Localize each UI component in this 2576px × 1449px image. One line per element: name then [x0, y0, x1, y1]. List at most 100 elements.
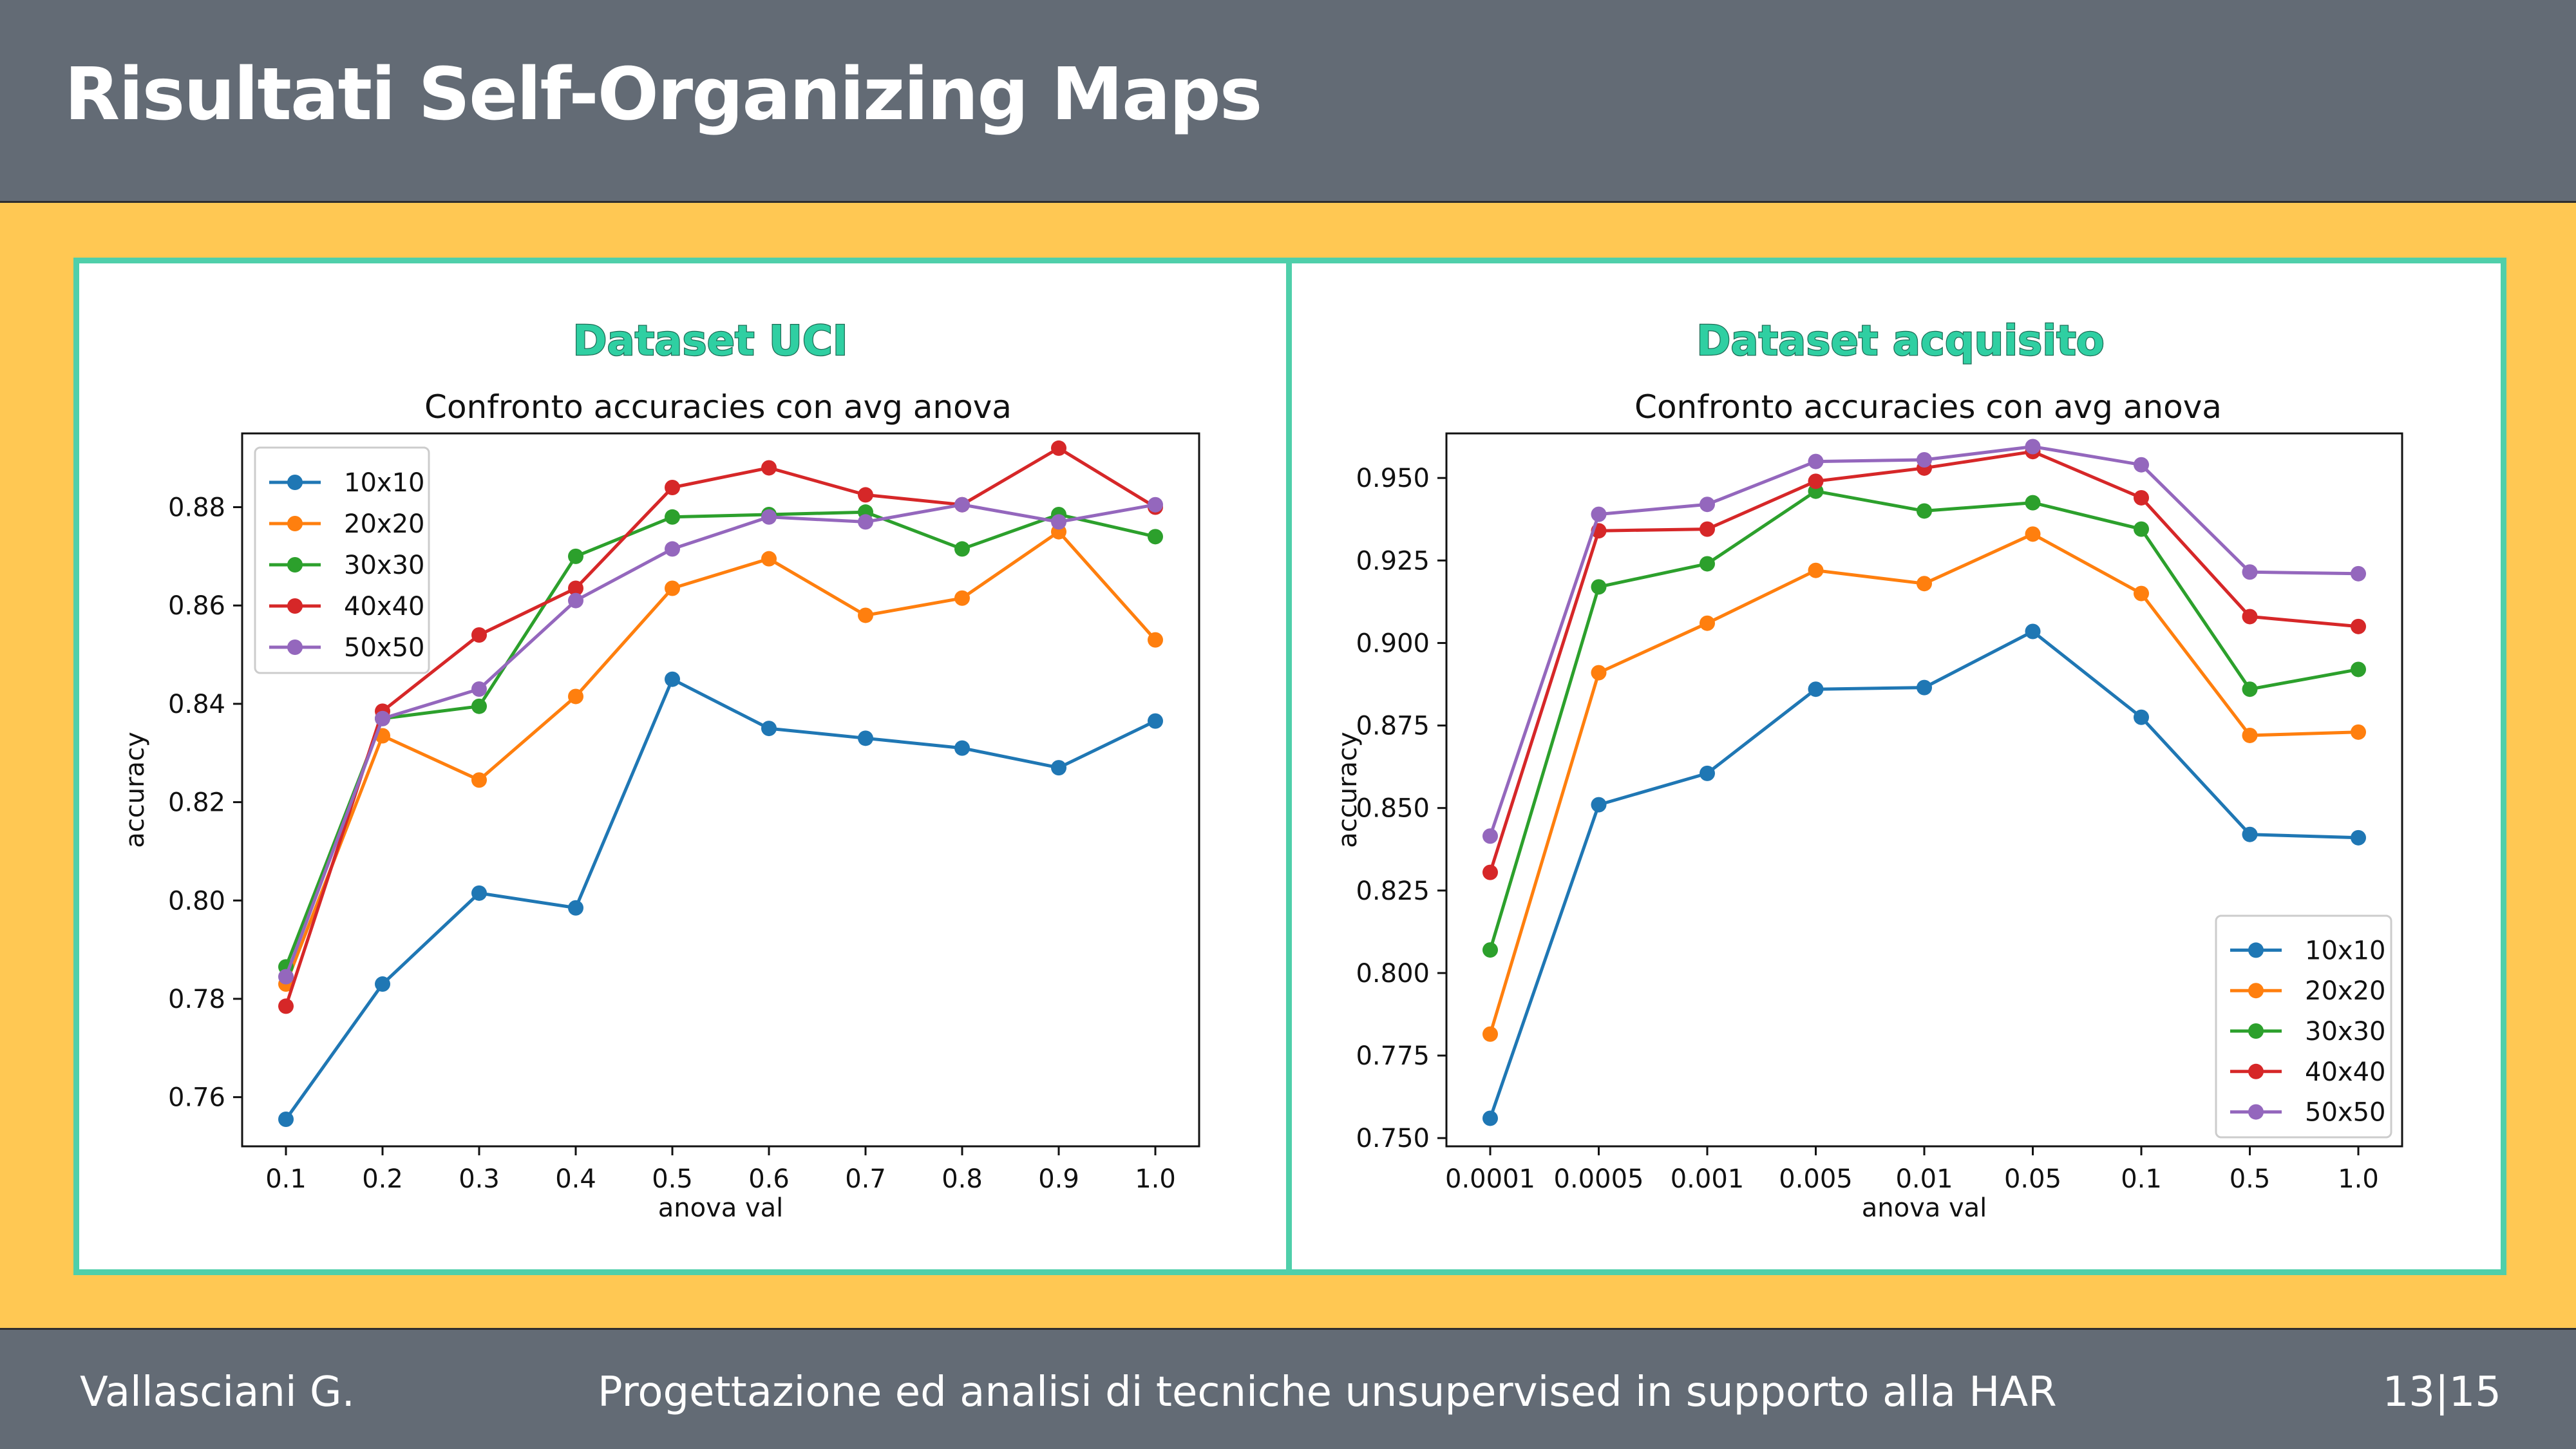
data-point: [1700, 497, 1715, 513]
legend-label: 10x10: [2305, 936, 2385, 965]
data-point: [665, 580, 680, 596]
x-axis-label: anova val: [658, 1193, 784, 1223]
data-point: [568, 688, 583, 705]
data-point: [1700, 615, 1715, 631]
data-point: [568, 548, 583, 564]
chart-title: Confronto accuracies con avg anova: [424, 388, 1012, 426]
data-point: [1482, 864, 1498, 880]
legend-label: 50x50: [344, 633, 424, 663]
data-point: [1808, 562, 1824, 578]
series-50x50: [278, 497, 1163, 985]
data-point: [568, 580, 583, 596]
data-point: [1700, 765, 1715, 781]
data-point: [1591, 797, 1607, 813]
legend-marker: [2248, 983, 2264, 999]
data-point: [2025, 495, 2041, 511]
data-point: [858, 730, 873, 746]
x-tick-label: 0.5: [2230, 1164, 2271, 1194]
chart-legend: 10x10 20x20 30x30 40x40 50x50: [2215, 914, 2392, 1139]
series-20x20: [278, 524, 1163, 992]
chart-panel-acquisito: Dataset acquisito Confronto accuracies co…: [1286, 258, 2506, 1275]
data-point: [1917, 452, 1932, 468]
y-tick-label: 0.80: [168, 886, 225, 916]
chart-panel-uci: Dataset UCI Confronto accuracies con avg …: [73, 258, 1292, 1275]
legend-marker: [2248, 1104, 2264, 1120]
data-point: [2351, 724, 2366, 740]
chart-legend: 10x10 20x20 30x30 40x40 50x50: [254, 446, 430, 674]
data-point: [665, 671, 680, 687]
x-tick-label: 0.3: [459, 1164, 500, 1194]
footer-subtitle: Progettazione ed analisi di tecniche uns…: [598, 1368, 2057, 1416]
data-point: [1148, 497, 1163, 513]
data-point: [1700, 556, 1715, 572]
slide-title: Risultati Self-Organizing Maps: [64, 53, 1262, 137]
data-point: [954, 740, 970, 756]
legend-label: 40x40: [2305, 1057, 2385, 1087]
x-tick-label: 1.0: [1135, 1164, 1176, 1194]
legend-label: 10x10: [344, 468, 424, 498]
legend-box: [254, 446, 430, 674]
data-point: [2134, 521, 2149, 537]
data-point: [1482, 942, 1498, 958]
data-point: [278, 1112, 294, 1128]
legend-marker: [2248, 1023, 2264, 1039]
data-point: [761, 460, 777, 476]
y-tick-label: 0.750: [1356, 1124, 1430, 1153]
data-point: [2242, 727, 2258, 743]
series-10x10: [1482, 623, 2366, 1126]
x-tick-label: 0.7: [845, 1164, 886, 1194]
series-line: [284, 503, 1156, 978]
x-tick-label: 0.8: [942, 1164, 983, 1194]
series-50x50: [1482, 439, 2366, 844]
y-axis-label: accuracy: [1333, 732, 1363, 848]
legend-marker: [2248, 1063, 2264, 1079]
data-point: [2351, 829, 2366, 846]
data-point: [2351, 661, 2366, 677]
data-point: [1917, 576, 1932, 592]
x-tick-label: 0.5: [652, 1164, 693, 1194]
data-point: [954, 497, 970, 513]
data-point: [1482, 1026, 1498, 1042]
legend-label: 50x50: [2305, 1098, 2385, 1128]
series-10x10: [278, 671, 1163, 1128]
y-tick-label: 0.88: [168, 493, 225, 523]
x-tick-label: 0.05: [2004, 1164, 2061, 1194]
y-tick-label: 0.825: [1356, 876, 1430, 906]
x-tick-label: 0.9: [1038, 1164, 1079, 1194]
legend-marker: [287, 516, 303, 531]
x-tick-label: 0.0001: [1445, 1164, 1535, 1194]
legend-label: 20x20: [344, 509, 424, 539]
data-point: [568, 592, 583, 609]
data-point: [1051, 514, 1066, 530]
y-tick-label: 0.775: [1356, 1041, 1430, 1071]
series-20x20: [1482, 526, 2366, 1042]
x-tick-label: 0.1: [2121, 1164, 2162, 1194]
series-line: [284, 510, 1156, 968]
y-tick-label: 0.850: [1356, 794, 1430, 824]
data-point: [2351, 565, 2366, 582]
x-tick-label: 0.1: [265, 1164, 307, 1194]
legend-marker: [287, 639, 303, 655]
slide-footer: Vallasciani G. Progettazione ed analisi …: [0, 1330, 2576, 1449]
x-tick-label: 1.0: [2338, 1164, 2379, 1194]
chart-acquisito: Dataset acquisito Confronto accuracies co…: [1333, 317, 2403, 1223]
y-tick-label: 0.78: [168, 985, 225, 1014]
footer-author: Vallasciani G.: [80, 1368, 355, 1416]
y-tick-label: 0.950: [1356, 464, 1430, 493]
x-tick-label: 0.6: [748, 1164, 790, 1194]
data-point: [1591, 665, 1607, 681]
x-tick-label: 0.0005: [1554, 1164, 1644, 1194]
data-point: [2134, 709, 2149, 725]
data-point: [2242, 609, 2258, 625]
legend-label: 30x30: [344, 551, 424, 580]
y-tick-label: 0.900: [1356, 629, 1430, 658]
data-point: [471, 627, 487, 643]
legend-marker: [287, 475, 303, 490]
data-point: [471, 698, 487, 714]
data-point: [1591, 579, 1607, 595]
page-number: 13|15: [2382, 1368, 2501, 1416]
data-point: [761, 721, 777, 737]
data-point: [278, 998, 294, 1014]
x-tick-label: 0.005: [1779, 1164, 1853, 1194]
data-point: [2134, 489, 2149, 506]
